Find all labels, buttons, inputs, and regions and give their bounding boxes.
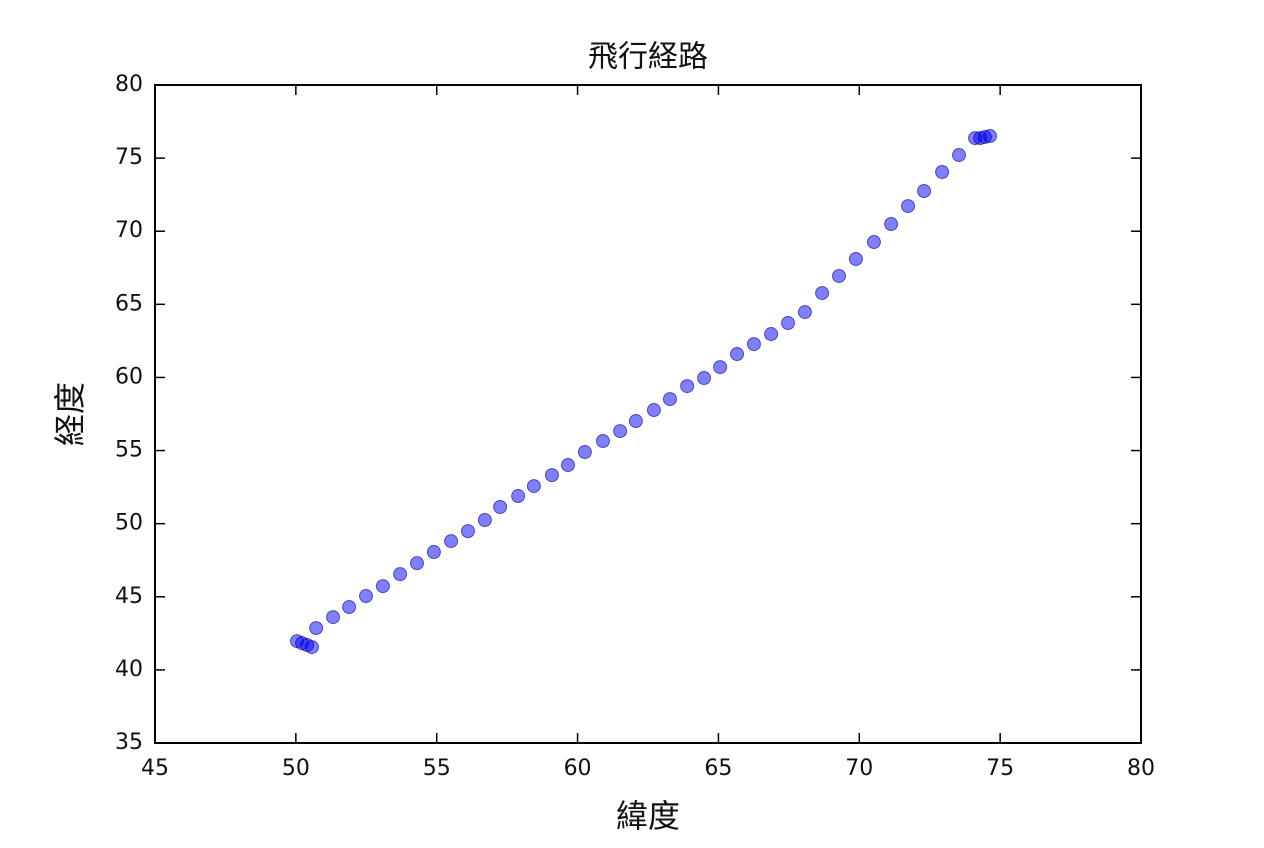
point	[526, 479, 541, 494]
point	[628, 414, 643, 429]
point	[646, 403, 661, 418]
point	[662, 392, 677, 407]
y-tick-label: 35	[115, 730, 143, 755]
x-tick-label: 50	[282, 756, 310, 781]
y-tick-label: 60	[115, 364, 143, 389]
point	[577, 445, 592, 460]
point	[477, 513, 492, 528]
point	[375, 579, 390, 594]
point	[309, 621, 324, 636]
point	[342, 600, 357, 615]
x-tick-label: 70	[845, 756, 873, 781]
point	[409, 556, 424, 571]
y-tick-label: 70	[115, 218, 143, 243]
x-axis-label: 緯度	[616, 797, 680, 835]
y-axis-label: 経度	[51, 382, 89, 446]
chart-title: 飛行経路	[588, 40, 708, 75]
point	[764, 327, 779, 342]
point	[595, 434, 610, 449]
x-tick-label: 55	[423, 756, 451, 781]
point	[848, 252, 863, 267]
y-tick-label: 45	[115, 584, 143, 609]
point	[952, 148, 967, 163]
point	[797, 305, 812, 320]
plot-frame	[154, 84, 1142, 744]
point	[917, 184, 932, 199]
point	[730, 347, 745, 362]
point	[613, 424, 628, 439]
point	[426, 545, 441, 560]
point	[493, 499, 508, 514]
point	[304, 640, 319, 655]
y-tick-label: 80	[115, 72, 143, 97]
point	[983, 129, 998, 144]
y-tick-label: 55	[115, 438, 143, 463]
point	[815, 286, 830, 301]
point	[511, 489, 526, 504]
x-tick-label: 60	[564, 756, 592, 781]
point	[884, 217, 899, 232]
y-tick-label: 40	[115, 657, 143, 682]
point	[746, 337, 761, 352]
point	[544, 468, 559, 483]
point	[713, 360, 728, 375]
point	[393, 567, 408, 582]
x-tick-label: 80	[1127, 756, 1155, 781]
point	[560, 458, 575, 473]
point	[359, 589, 374, 604]
x-tick-label: 65	[704, 756, 732, 781]
x-tick-label: 45	[141, 756, 169, 781]
point	[832, 268, 847, 283]
y-tick-label: 65	[115, 291, 143, 316]
point	[781, 316, 796, 331]
y-tick-label: 50	[115, 511, 143, 536]
point	[444, 534, 459, 549]
x-tick-label: 75	[986, 756, 1014, 781]
point	[326, 610, 341, 625]
point	[697, 371, 712, 386]
point	[866, 235, 881, 250]
y-tick-label: 75	[115, 145, 143, 170]
point	[935, 165, 950, 180]
point	[460, 524, 475, 539]
point	[680, 379, 695, 394]
point	[901, 199, 916, 214]
